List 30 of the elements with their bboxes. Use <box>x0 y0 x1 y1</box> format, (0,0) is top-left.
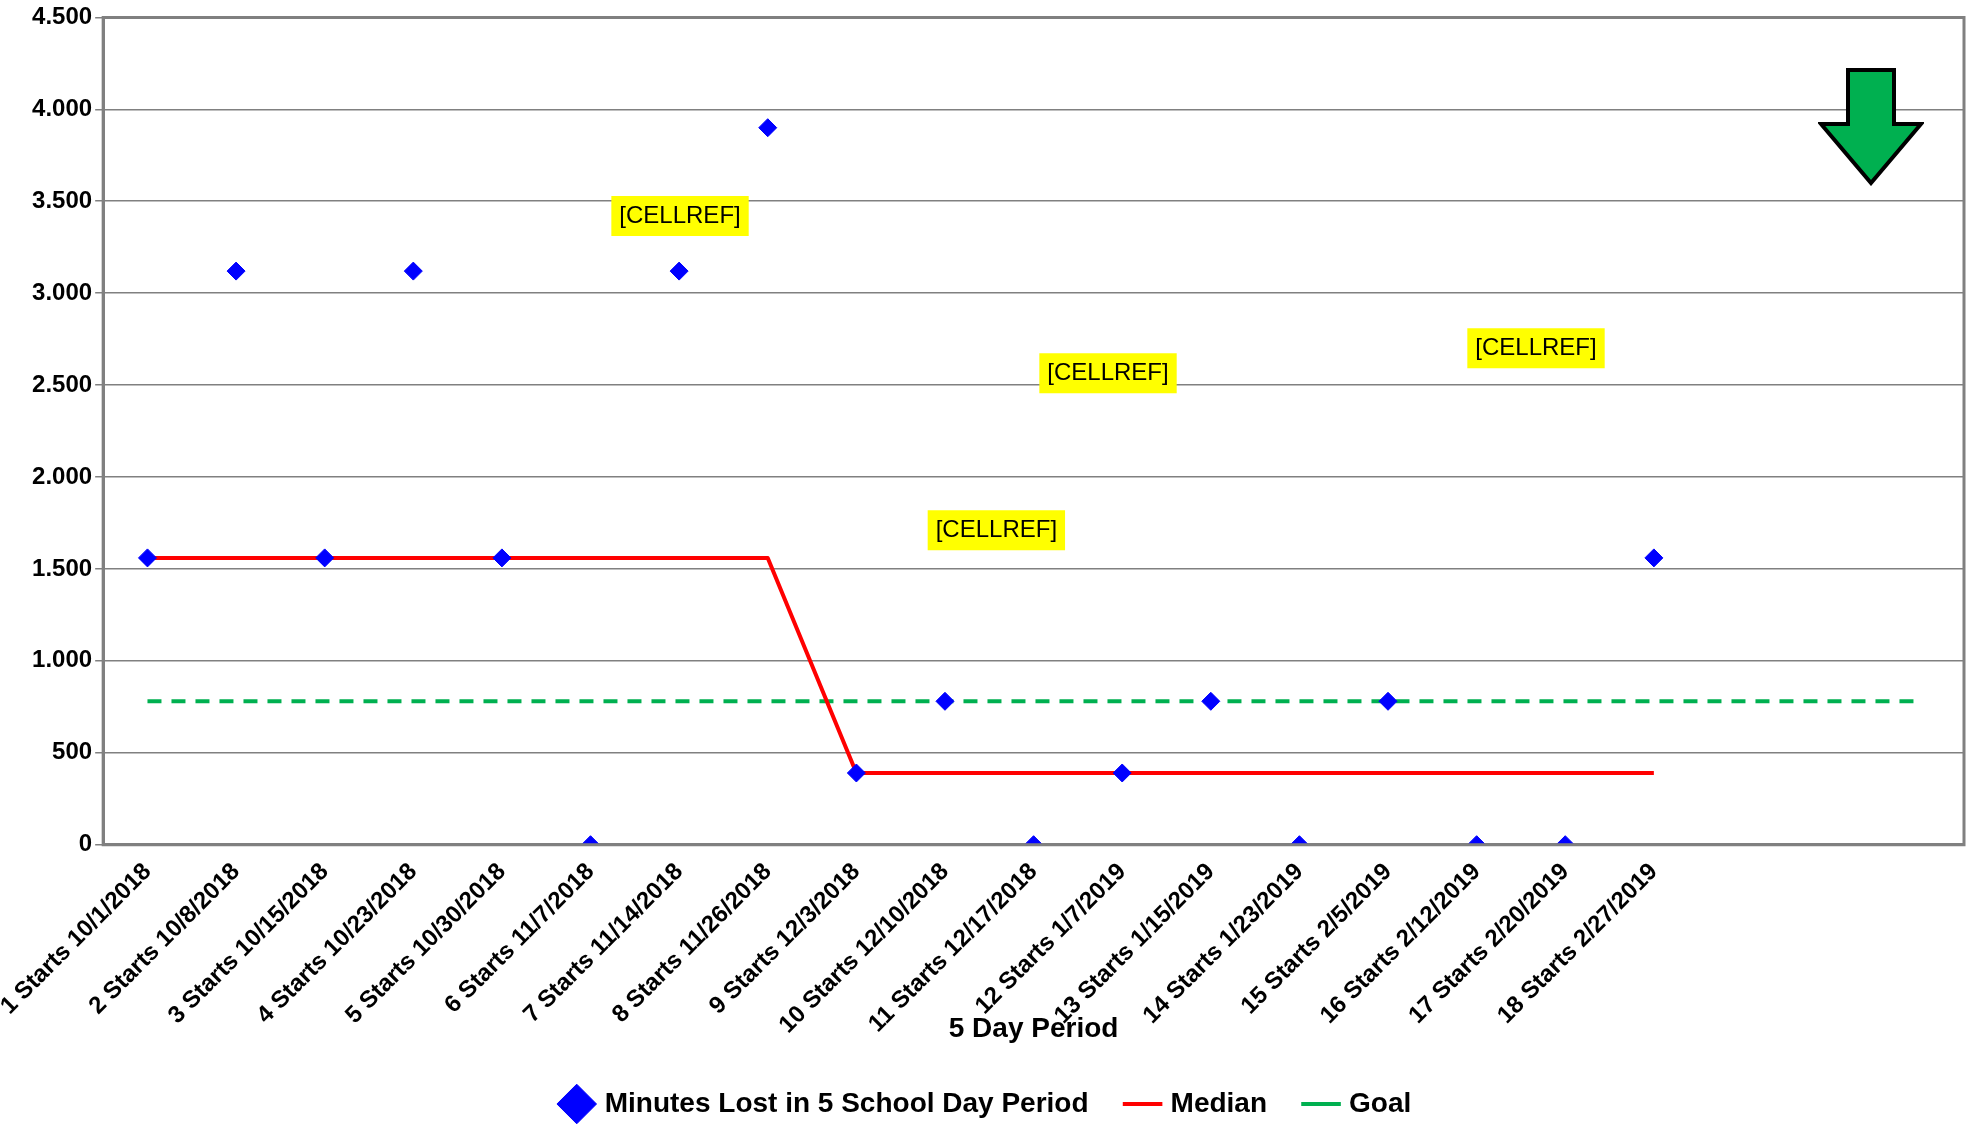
point <box>669 261 689 281</box>
point <box>137 548 157 568</box>
point <box>226 261 246 281</box>
y-tick-label: 3.000 <box>32 277 93 305</box>
y-tick-label: 1.000 <box>32 645 93 673</box>
point <box>403 261 423 281</box>
annotation: [CELLREF] <box>1047 357 1169 385</box>
point <box>1378 691 1398 711</box>
legend-label: Goal <box>1349 1086 1412 1118</box>
y-tick-label: 2.500 <box>32 369 93 397</box>
y-tick-label: 1.500 <box>32 553 93 581</box>
point <box>1112 763 1132 783</box>
y-tick-label: 4.000 <box>32 93 93 121</box>
legend-label: Median <box>1170 1086 1268 1118</box>
point <box>492 548 512 568</box>
point <box>315 548 335 568</box>
y-tick-label: 3.500 <box>32 185 93 213</box>
annotation: [CELLREF] <box>619 200 741 228</box>
y-tick-label: 0 <box>78 829 93 857</box>
point <box>758 118 778 138</box>
y-tick-label: 2.000 <box>32 461 93 489</box>
y-tick-label: 500 <box>52 737 93 765</box>
point <box>935 691 955 711</box>
point <box>846 763 866 783</box>
y-tick-label: 4.500 <box>32 2 93 30</box>
annotation: [CELLREF] <box>1475 332 1597 360</box>
legend-label: Minutes Lost in 5 School Day Period <box>604 1086 1089 1118</box>
point <box>1644 548 1664 568</box>
annotation: [CELLREF] <box>935 514 1058 542</box>
point <box>1201 691 1221 711</box>
